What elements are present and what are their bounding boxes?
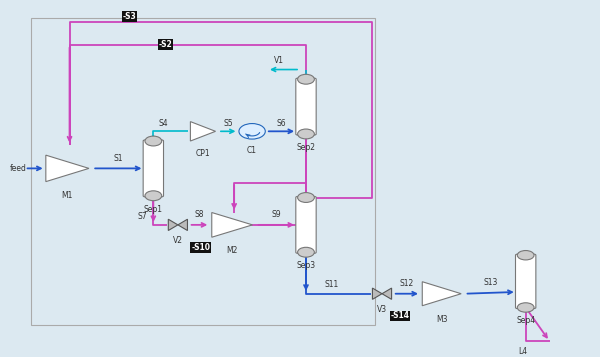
Text: Sep1: Sep1 — [144, 205, 163, 213]
Polygon shape — [46, 155, 89, 182]
Circle shape — [239, 124, 265, 139]
FancyBboxPatch shape — [296, 78, 316, 135]
Text: M1: M1 — [62, 191, 73, 200]
Polygon shape — [422, 282, 461, 306]
Polygon shape — [373, 288, 382, 300]
Text: S13: S13 — [484, 277, 498, 287]
Ellipse shape — [145, 136, 162, 146]
Ellipse shape — [145, 191, 162, 201]
Text: L4: L4 — [518, 347, 527, 356]
Ellipse shape — [298, 74, 314, 84]
Ellipse shape — [517, 303, 534, 312]
Ellipse shape — [298, 192, 314, 202]
Text: S7: S7 — [138, 212, 148, 221]
Text: Sep3: Sep3 — [296, 261, 316, 270]
Polygon shape — [169, 219, 178, 231]
Text: S5: S5 — [223, 119, 233, 128]
FancyBboxPatch shape — [515, 254, 536, 308]
Text: S9: S9 — [272, 211, 281, 220]
Text: feed: feed — [10, 164, 26, 173]
Text: -S2: -S2 — [158, 40, 172, 49]
Text: S8: S8 — [194, 211, 204, 220]
Text: S12: S12 — [400, 279, 414, 288]
Text: M3: M3 — [436, 315, 448, 324]
Text: C1: C1 — [247, 146, 257, 155]
Text: S4: S4 — [158, 119, 168, 128]
FancyBboxPatch shape — [143, 140, 164, 197]
Text: CP1: CP1 — [196, 149, 210, 158]
Polygon shape — [382, 288, 392, 300]
Text: V1: V1 — [274, 56, 284, 65]
Text: -S14: -S14 — [391, 311, 409, 321]
Text: Sep4: Sep4 — [516, 316, 535, 325]
Text: -S10: -S10 — [191, 243, 210, 252]
Polygon shape — [190, 122, 215, 141]
Text: S11: S11 — [325, 280, 339, 290]
Text: -S3: -S3 — [122, 12, 136, 21]
FancyBboxPatch shape — [296, 196, 316, 253]
Polygon shape — [212, 212, 253, 237]
Ellipse shape — [517, 251, 534, 260]
Text: Sep2: Sep2 — [296, 143, 316, 152]
Text: V2: V2 — [173, 236, 183, 245]
Ellipse shape — [298, 247, 314, 257]
Text: S1: S1 — [113, 154, 123, 163]
Ellipse shape — [298, 129, 314, 139]
Text: V3: V3 — [377, 305, 387, 314]
Text: S6: S6 — [277, 119, 286, 128]
Text: M2: M2 — [226, 246, 238, 255]
Polygon shape — [178, 219, 187, 231]
